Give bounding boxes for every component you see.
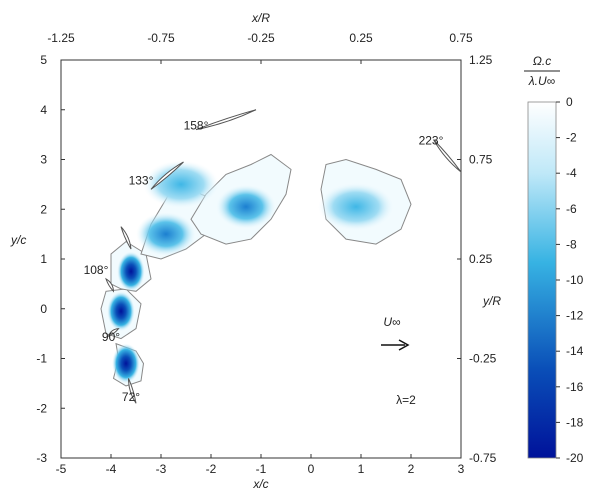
bottom-tick-label: -1 (256, 462, 267, 476)
colorbar-tick-label: -12 (566, 309, 584, 323)
vorticity-field: 72° 90° 108° 133° 158° 223° (84, 109, 461, 404)
left-tick-label: 2 (40, 202, 47, 216)
colorbar-tick-label: -4 (566, 166, 577, 180)
bottom-tick-label: 1 (358, 462, 365, 476)
colorbar-gradient (527, 101, 557, 459)
colorbar-tick-label: -8 (566, 237, 577, 251)
blade-outline (433, 139, 461, 173)
colorbar-tick-label: -20 (566, 451, 584, 465)
blade-outline (107, 328, 120, 338)
top-tick-label: -1.25 (47, 31, 75, 45)
right-tick-label: 0.25 (469, 252, 493, 266)
colorbar-tick-label: -16 (566, 380, 584, 394)
blade-angle-label: 133° (129, 173, 154, 187)
left-tick-label: 5 (40, 53, 47, 67)
right-tick-label: -0.25 (469, 352, 497, 366)
bottom-tick-label: 0 (308, 462, 315, 476)
vortex-core (112, 343, 140, 384)
vortex-core (216, 184, 276, 229)
bottom-tick-label: -4 (106, 462, 117, 476)
freestream-arrow (381, 339, 410, 351)
vortex-core (117, 251, 145, 292)
colorbar-label-denominator: λ.U∞ (528, 74, 556, 88)
colorbar-tick-label: -10 (566, 273, 584, 287)
vortex-core (318, 182, 394, 231)
blade-outline (195, 109, 257, 131)
top-tick-label: -0.25 (247, 31, 275, 45)
left-tick-label: 1 (40, 252, 47, 266)
blade-outline (105, 277, 115, 293)
right-axis-label: y/R (482, 294, 501, 308)
blade-angle-label: 223° (419, 134, 444, 148)
bottom-tick-label: -2 (206, 462, 217, 476)
blade-outline (120, 226, 132, 250)
colorbar-tick-label: -18 (566, 415, 584, 429)
blade-angle-label: 72° (122, 390, 140, 404)
colorbar: Ω.c λ.U∞ 0 -2 -4 -6 -8 -10 -12 -14 -16 -18 -20 (524, 54, 584, 465)
colorbar-tick-label: -6 (566, 202, 577, 216)
axes: -5 -4 -3 -2 -1 0 1 2 3 x/c -3 -2 -1 0 1 2 3 4 5 y/c -1.25 -0.… (10, 11, 501, 491)
blade-outline (150, 161, 184, 190)
colorbar-tick-label: -14 (566, 344, 584, 358)
left-tick-label: 4 (40, 103, 47, 117)
right-tick-label: 0.75 (469, 153, 493, 167)
tsr-label: λ=2 (396, 393, 416, 407)
left-tick-label: -2 (36, 401, 47, 415)
bottom-tick-label: -5 (56, 462, 67, 476)
blade-angle-label: 108° (84, 263, 109, 277)
freestream-label: U∞ (383, 315, 401, 329)
left-tick-label: 3 (40, 153, 47, 167)
top-tick-label: 0.75 (449, 31, 473, 45)
bottom-tick-label: 3 (458, 462, 465, 476)
blade-angle-label: 158° (184, 119, 209, 133)
blade-angle-label: 90° (102, 330, 120, 344)
top-tick-label: 0.25 (349, 31, 373, 45)
left-tick-label: -3 (36, 451, 47, 465)
bottom-tick-label: -3 (156, 462, 167, 476)
colorbar-tick-label: -2 (566, 131, 577, 145)
vortex-core (136, 212, 196, 257)
left-axis-label: y/c (10, 233, 26, 247)
left-tick-label: 0 (40, 302, 47, 316)
right-tick-label: -0.75 (469, 451, 497, 465)
vortex-core (107, 291, 135, 332)
vortex-core (143, 160, 219, 209)
left-tick-label: -1 (36, 352, 47, 366)
bottom-axis-label: x/c (252, 477, 268, 491)
right-tick-label: 1.25 (469, 53, 493, 67)
colorbar-tick-label: 0 (566, 95, 573, 109)
top-tick-label: -0.75 (147, 31, 175, 45)
colorbar-label-numerator: Ω.c (533, 54, 551, 68)
bottom-tick-label: 2 (408, 462, 415, 476)
top-axis-label: x/R (251, 11, 270, 25)
blade-outline (127, 378, 137, 404)
